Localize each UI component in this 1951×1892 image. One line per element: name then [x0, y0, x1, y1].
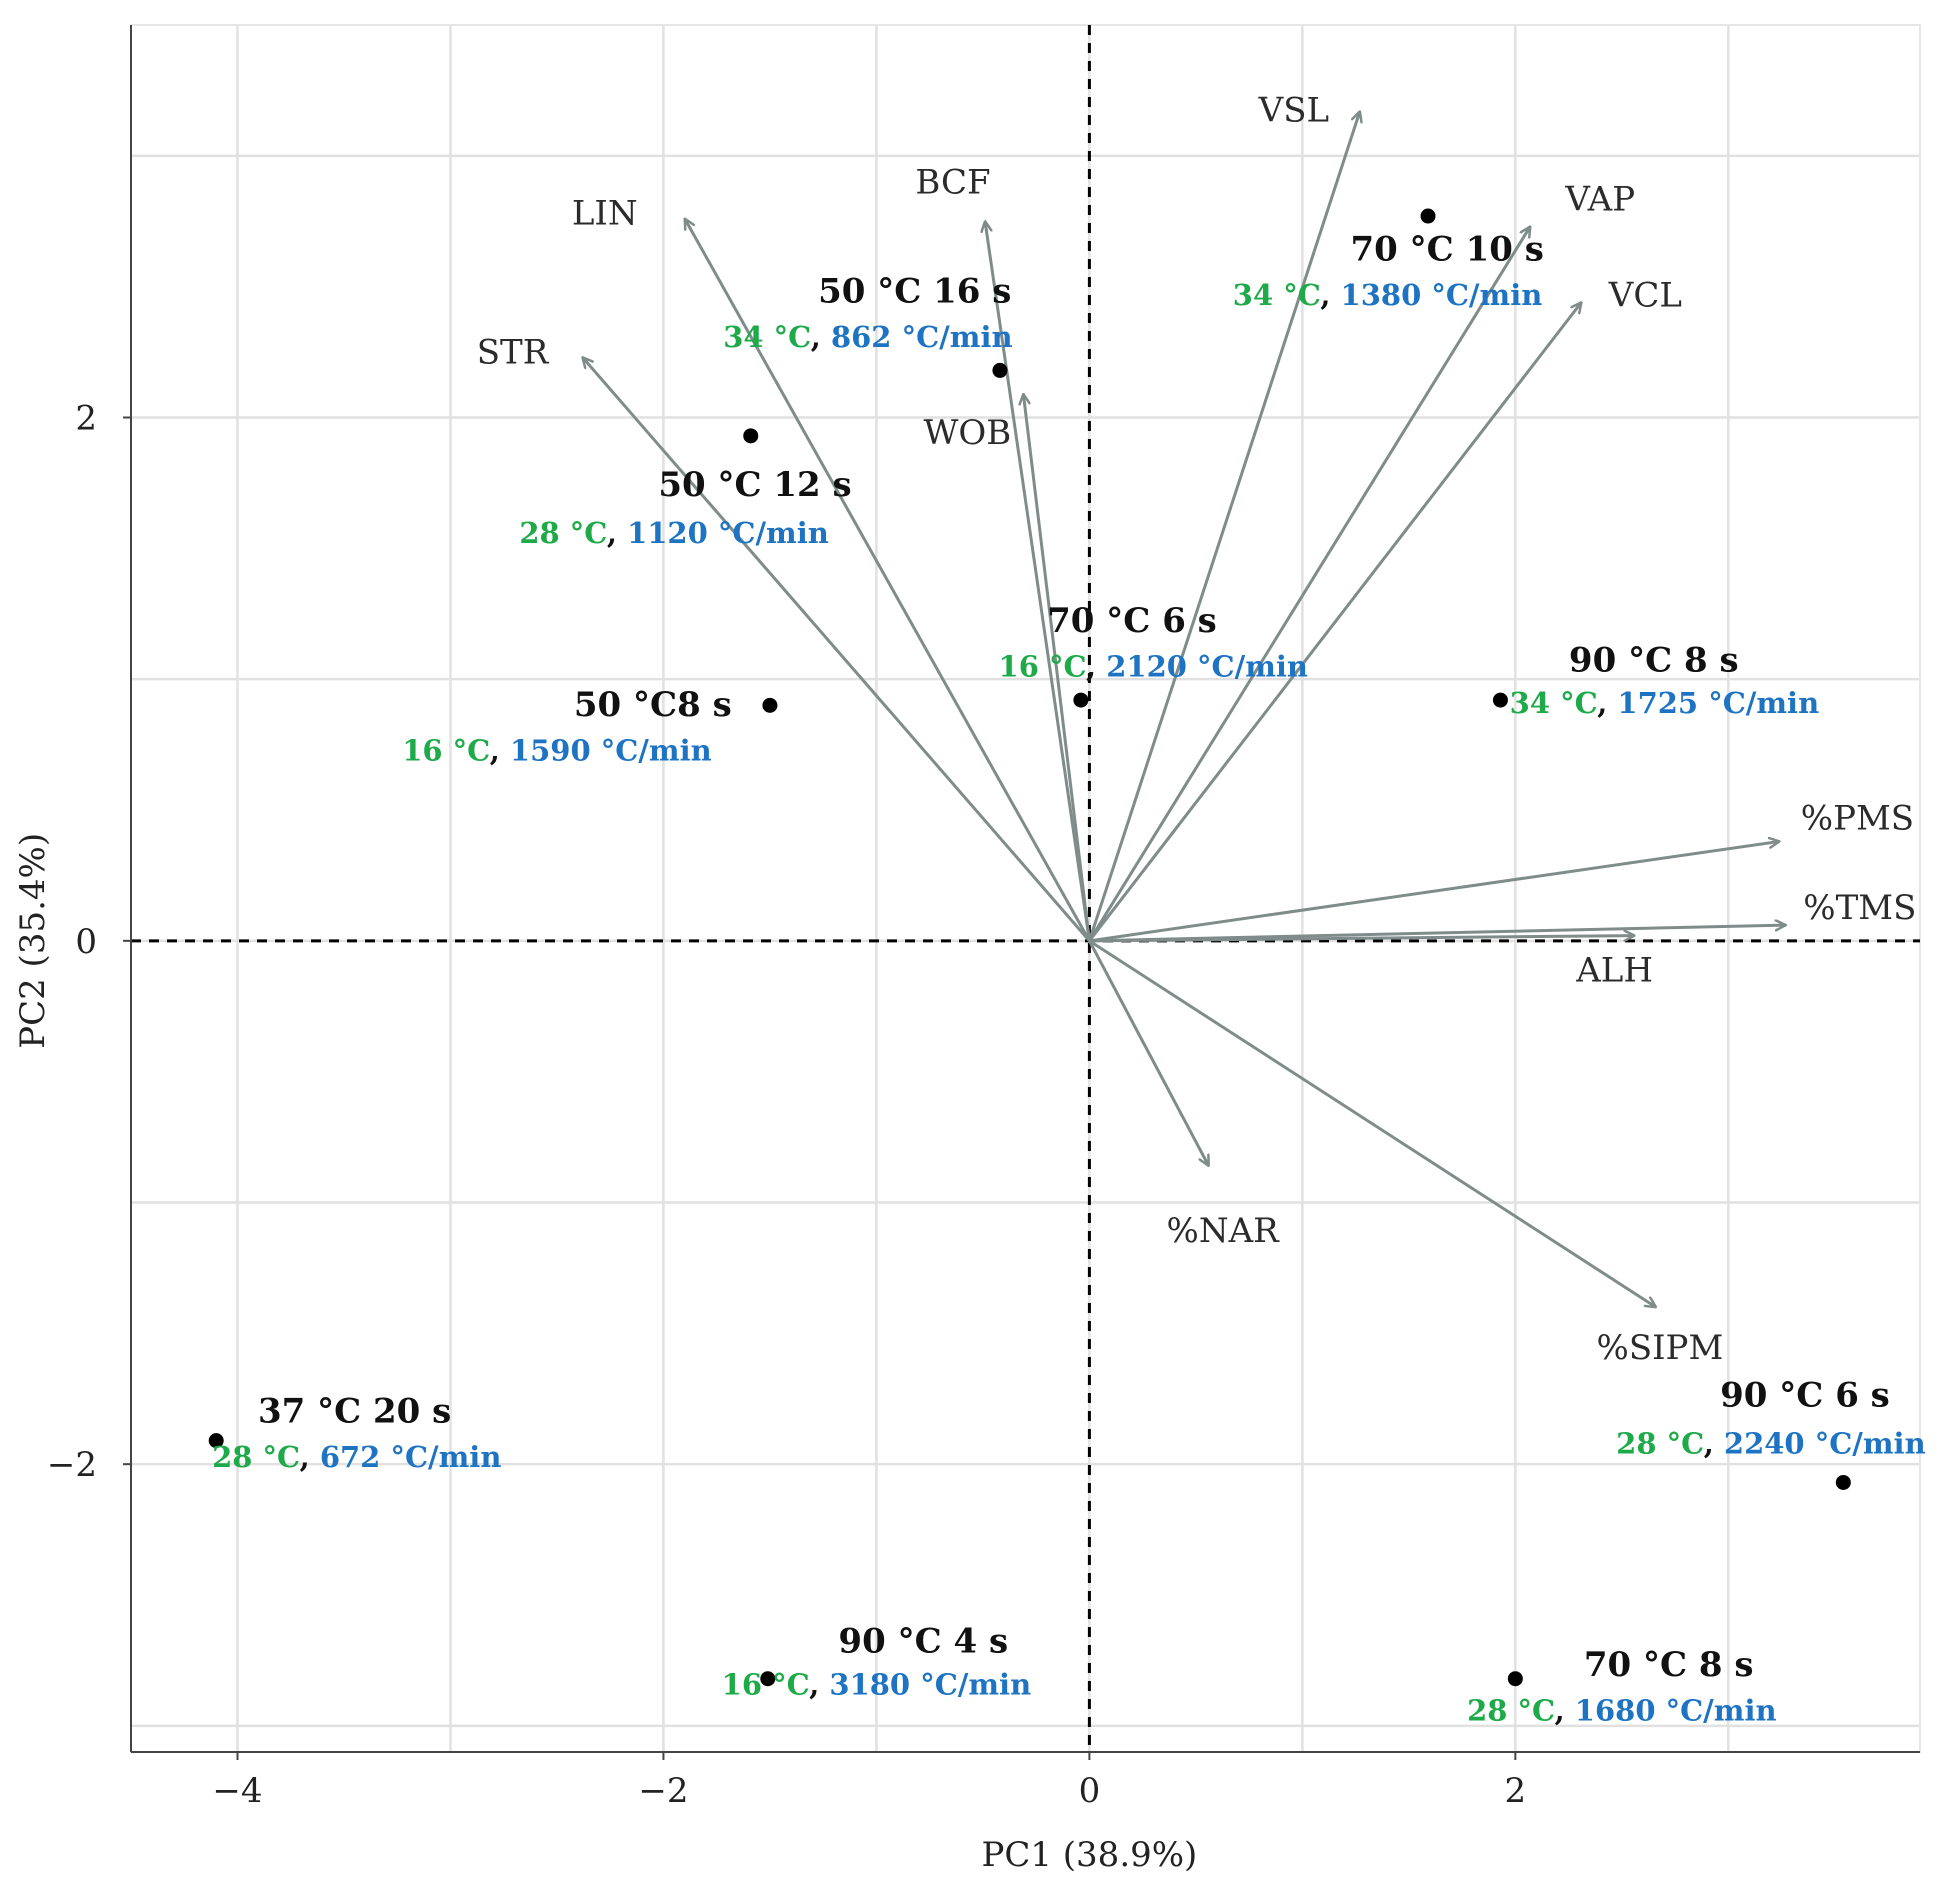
point-label: 90 °C 4 s [838, 1622, 1008, 1662]
point-label: 70 °C 6 s [1047, 601, 1217, 641]
loading-arrow [1087, 111, 1359, 942]
point-label: 50 °C 16 s [818, 271, 1011, 311]
point-sublabel: 34 °C, 1725 °C/min [1510, 686, 1820, 720]
y-tick-label: 0 [75, 922, 97, 962]
axes: PC1 (38.9%) PC2 (35.4%) −4 −2 0 2 −2 0 2 [13, 25, 1920, 1875]
point-separator: , [811, 320, 831, 354]
point-label: 50 °C 12 s [658, 465, 851, 505]
loading-arrow [1088, 302, 1581, 942]
point-rate: 1680 °C/min [1575, 1694, 1777, 1728]
point-label: 70 °C 10 s [1351, 230, 1544, 270]
score-point [760, 1671, 776, 1687]
x-tick-label: −2 [638, 1771, 688, 1811]
point-temperature: 28 °C [1467, 1694, 1555, 1728]
x-tick-label: −4 [212, 1771, 262, 1811]
point-label: 90 °C 8 s [1569, 640, 1739, 680]
point-label: 90 °C 6 s [1720, 1376, 1890, 1416]
point-temperature: 16 °C [999, 650, 1087, 684]
point-sublabel: 16 °C, 2120 °C/min [999, 650, 1309, 684]
point-temperature: 16 °C [402, 733, 490, 767]
loading-label: BCF [915, 162, 990, 202]
point-separator: , [1086, 650, 1106, 684]
point-sublabel: 16 °C, 1590 °C/min [402, 733, 712, 767]
point-label: 37 °C 20 s [258, 1391, 451, 1431]
loading-label: WOB [923, 413, 1011, 453]
point-label: 50 °C8 s [574, 685, 732, 725]
loading-arrow [685, 219, 1091, 942]
loading-label: VCL [1608, 275, 1682, 315]
x-axis-title: PC1 (38.9%) [981, 1835, 1197, 1875]
loading-label: STR [477, 332, 550, 372]
point-rate: 2120 °C/min [1106, 650, 1308, 684]
point-rate: 2240 °C/min [1724, 1427, 1926, 1461]
score-point [1507, 1671, 1523, 1687]
x-tick-label: 0 [1079, 1771, 1101, 1811]
point-sublabel: 28 °C, 1680 °C/min [1467, 1694, 1777, 1728]
score-point [1420, 208, 1436, 224]
loading-arrow [1089, 841, 1779, 943]
loading-arrow [1089, 936, 1634, 943]
point-temperature: 28 °C [1616, 1427, 1704, 1461]
loading-label: %TMS [1803, 888, 1916, 928]
score-point [762, 697, 778, 713]
loading-arrow [1088, 226, 1530, 942]
loading-label: ALH [1575, 951, 1653, 991]
point-rate: 672 °C/min [320, 1440, 502, 1474]
point-sublabel: 28 °C, 1120 °C/min [519, 516, 829, 550]
loading-label: VAP [1564, 179, 1635, 219]
y-tick-label: 2 [75, 399, 97, 439]
score-point [208, 1433, 224, 1449]
point-rate: 862 °C/min [831, 320, 1013, 354]
loading-arrows: VSL VAP VCL BCF LIN STR WOB %PMS %TMS ALH %NAR %SIP… [477, 90, 1917, 1368]
point-separator: , [607, 516, 627, 550]
point-temperature: 34 °C [1510, 686, 1598, 720]
point-temperature: 28 °C [519, 516, 607, 550]
loading-arrow [985, 221, 1091, 942]
point-temperature: 34 °C [1233, 278, 1321, 312]
y-tick-label: −2 [47, 1445, 97, 1485]
point-rate: 1120 °C/min [627, 516, 829, 550]
y-axis-title: PC2 (35.4%) [13, 833, 53, 1049]
score-point [1492, 692, 1508, 708]
point-sublabel: 28 °C, 672 °C/min [212, 1440, 501, 1474]
point-sublabel: 28 °C, 2240 °C/min [1616, 1427, 1926, 1461]
point-rate: 1380 °C/min [1341, 278, 1543, 312]
point-separator: , [1597, 686, 1617, 720]
point-temperature: 16 °C [722, 1667, 810, 1701]
loading-label: %NAR [1167, 1211, 1281, 1251]
loading-label: %PMS [1801, 798, 1914, 838]
score-point [992, 362, 1008, 378]
point-separator: , [1555, 1694, 1575, 1728]
point-temperature: 34 °C [723, 320, 811, 354]
point-rate: 1725 °C/min [1617, 686, 1819, 720]
point-label: 70 °C 8 s [1584, 1645, 1754, 1685]
loading-label: %SIPM [1597, 1328, 1724, 1368]
point-sublabel: 34 °C, 862 °C/min [723, 320, 1012, 354]
score-point [743, 428, 759, 444]
point-sublabel: 34 °C, 1380 °C/min [1233, 278, 1543, 312]
point-separator: , [300, 1440, 320, 1474]
score-point [1835, 1474, 1851, 1490]
point-separator: , [809, 1667, 829, 1701]
loading-arrow [583, 357, 1091, 942]
loading-arrow [1023, 394, 1091, 942]
point-temperature: 28 °C [212, 1440, 300, 1474]
point-rate: 1590 °C/min [510, 733, 712, 767]
point-sublabel: 16 °C, 3180 °C/min [722, 1667, 1032, 1701]
loading-arrow [1089, 925, 1785, 943]
loading-arrow [1088, 939, 1656, 1307]
x-tick-label: 2 [1505, 1771, 1527, 1811]
loading-label: LIN [572, 194, 638, 234]
point-separator: , [490, 733, 510, 767]
loading-label: VSL [1258, 90, 1329, 130]
score-point [1073, 692, 1089, 708]
point-separator: , [1320, 278, 1340, 312]
loading-arrow [1088, 940, 1210, 1166]
point-rate: 3180 °C/min [829, 1667, 1031, 1701]
point-separator: , [1704, 1427, 1724, 1461]
